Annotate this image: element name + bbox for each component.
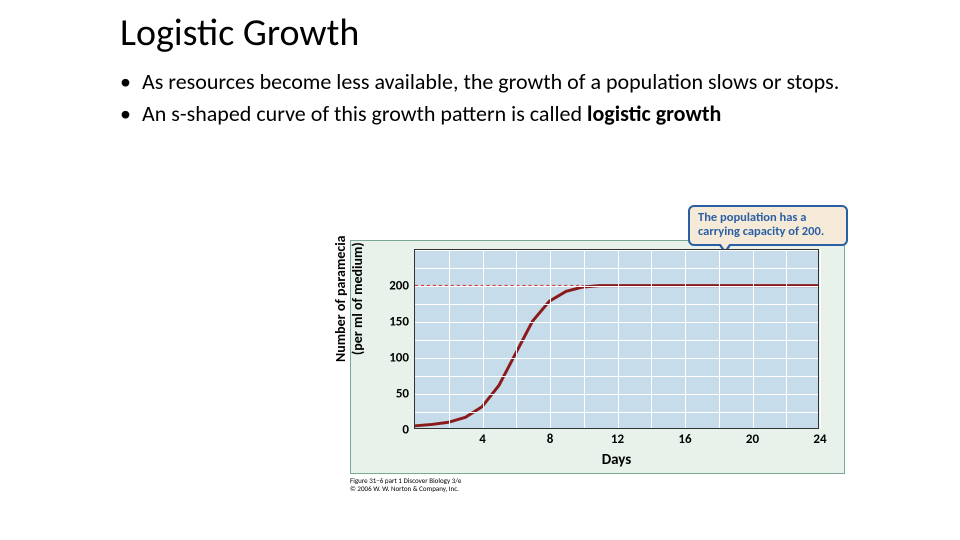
- grid-line: [415, 304, 818, 305]
- y-tick-label: 150: [389, 315, 409, 330]
- grid-line: [719, 250, 720, 428]
- x-tick-label: 8: [547, 432, 554, 447]
- grid-line: [685, 250, 686, 428]
- bullet-list: As resources become less available, the …: [120, 68, 920, 127]
- x-tick-label: 20: [746, 432, 759, 447]
- bullet-item: As resources become less available, the …: [120, 68, 920, 96]
- bullet-text: An s-shaped curve of this growth pattern…: [142, 100, 587, 127]
- grid-line: [415, 376, 818, 377]
- grid-line: [449, 250, 450, 428]
- grid-line: [651, 250, 652, 428]
- bullet-text: As resources become less available, the …: [142, 68, 839, 95]
- x-tick-label: 16: [678, 432, 691, 447]
- grid-line: [415, 286, 818, 287]
- x-tick-label: 24: [813, 432, 826, 447]
- grid-line: [415, 268, 818, 269]
- grid-line: [415, 250, 818, 251]
- grid-line: [618, 250, 619, 428]
- grid-line: [483, 250, 484, 428]
- grid-line: [415, 322, 818, 323]
- y-tick-label: 50: [396, 387, 409, 402]
- x-tick-label: 4: [479, 432, 486, 447]
- grid-line: [753, 250, 754, 428]
- grid-line: [415, 340, 818, 341]
- grid-line: [415, 358, 818, 359]
- source-line: © 2006 W. W. Norton & Company, Inc.: [350, 485, 845, 493]
- grid-line: [415, 394, 818, 395]
- growth-curve: [415, 286, 818, 426]
- chart-figure: The population has a carrying capacity o…: [350, 240, 845, 494]
- grid-line: [516, 250, 517, 428]
- y-tick-label: 100: [389, 351, 409, 366]
- chart-outer-frame: The population has a carrying capacity o…: [350, 240, 845, 474]
- bullet-bold: logistic growth: [587, 100, 721, 127]
- x-axis-label: Days: [414, 451, 819, 469]
- curve-svg: [415, 250, 818, 428]
- bullet-item: An s-shaped curve of this growth pattern…: [120, 100, 920, 128]
- y-axis-label: Number of paramecia (per ml of medium): [332, 235, 366, 362]
- figure-source: Figure 31–6 part 1 Discover Biology 3/e …: [350, 477, 845, 494]
- grid-line: [786, 250, 787, 428]
- y-tick-label: 200: [389, 279, 409, 294]
- grid-line: [584, 250, 585, 428]
- y-tick-label: 0: [402, 423, 409, 438]
- callout-text: The population has a carrying capacity o…: [698, 210, 824, 239]
- grid-line: [415, 412, 818, 413]
- plot-area: 0501001502004812162024: [414, 249, 819, 429]
- grid-line: [820, 250, 821, 428]
- x-tick-label: 12: [611, 432, 624, 447]
- grid-line: [550, 250, 551, 428]
- callout-box: The population has a carrying capacity o…: [688, 205, 848, 246]
- slide-title: Logistic Growth: [120, 10, 920, 56]
